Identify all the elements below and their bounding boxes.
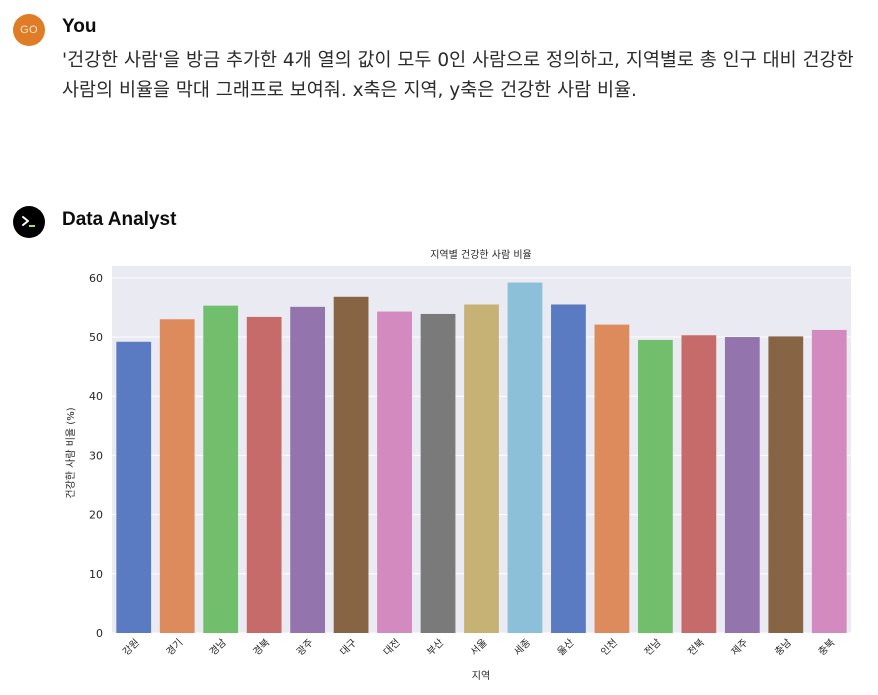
bar-경북 [246, 316, 282, 633]
x-tick-label: 충남 [772, 637, 794, 659]
x-tick-label: 강원 [120, 637, 142, 659]
user-author-name: You [62, 16, 97, 37]
x-tick-label: 대전 [381, 637, 403, 659]
terminal-prompt-glyph [22, 216, 35, 227]
bar-강원 [116, 341, 152, 633]
chart-title: 지역별 건강한 사람 비율 [430, 248, 532, 261]
x-tick-label: 부산 [425, 637, 447, 659]
x-tick-label: 충북 [816, 637, 838, 659]
y-tick-label: 0 [96, 627, 103, 640]
bar-대구 [333, 296, 369, 633]
y-axis-label: 건강한 사람 비율 (%) [64, 407, 77, 498]
bars [116, 282, 847, 633]
x-tick-label: 울산 [555, 637, 577, 659]
bar-대전 [377, 311, 412, 633]
assistant-author-name: Data Analyst [62, 209, 177, 230]
user-avatar: GO [13, 14, 45, 46]
x-tick-label: 세종 [512, 637, 534, 659]
x-tick-label: 전북 [685, 637, 707, 659]
bar-충남 [768, 336, 804, 633]
x-tick-label: 경남 [207, 636, 229, 658]
y-tick-label: 60 [89, 272, 103, 285]
bar-충북 [811, 329, 847, 633]
bar-광주 [290, 306, 326, 633]
bar-제주 [724, 337, 760, 633]
bar-경기 [159, 319, 195, 633]
chart-svg: 지역별 건강한 사람 비율 0 10 20 30 40 50 60 강원 경기 경남 경북 광주 대구… [64, 248, 851, 682]
bar-인천 [594, 324, 630, 633]
user-avatar-initials: GO [20, 24, 38, 36]
x-tick-label: 제주 [729, 637, 751, 659]
bar-전남 [637, 339, 673, 633]
x-tick-label: 전남 [642, 637, 664, 659]
user-message-text: '건강한 사람'을 방금 추가한 4개 열의 값이 모두 0인 사람으로 정의하… [62, 50, 854, 101]
x-tick-label: 경북 [250, 636, 272, 658]
y-tick-label: 40 [89, 390, 103, 403]
x-tick-label: 인천 [599, 637, 621, 659]
bar-서울 [464, 304, 499, 633]
terminal-prompt-icon [13, 206, 45, 238]
y-tick-label: 20 [89, 509, 103, 522]
x-tick-label: 서울 [468, 637, 490, 659]
y-tick-label: 10 [89, 568, 103, 581]
x-axis-label: 지역 [472, 670, 490, 682]
bar-울산 [551, 304, 586, 633]
y-tick-labels: 0 10 20 30 40 50 60 [89, 272, 103, 640]
y-tick-label: 50 [89, 331, 103, 344]
x-tick-labels: 강원 경기 경남 경북 광주 대구 대전 부산 서울 세종 울산 인천 전남 전북 제주 충남 충북 [120, 636, 837, 658]
bar-전북 [681, 335, 717, 633]
x-tick-label: 경기 [163, 636, 185, 658]
x-tick-label: 광주 [294, 637, 316, 659]
bar-chart: 지역별 건강한 사람 비율 0 10 20 30 40 50 60 강원 경기 경남 경북 광주 대구… [0, 240, 878, 691]
bar-경남 [203, 305, 239, 633]
x-tick-label: 대구 [338, 637, 360, 659]
bar-부산 [420, 313, 456, 633]
y-tick-label: 30 [89, 449, 103, 462]
bar-세종 [507, 282, 543, 633]
